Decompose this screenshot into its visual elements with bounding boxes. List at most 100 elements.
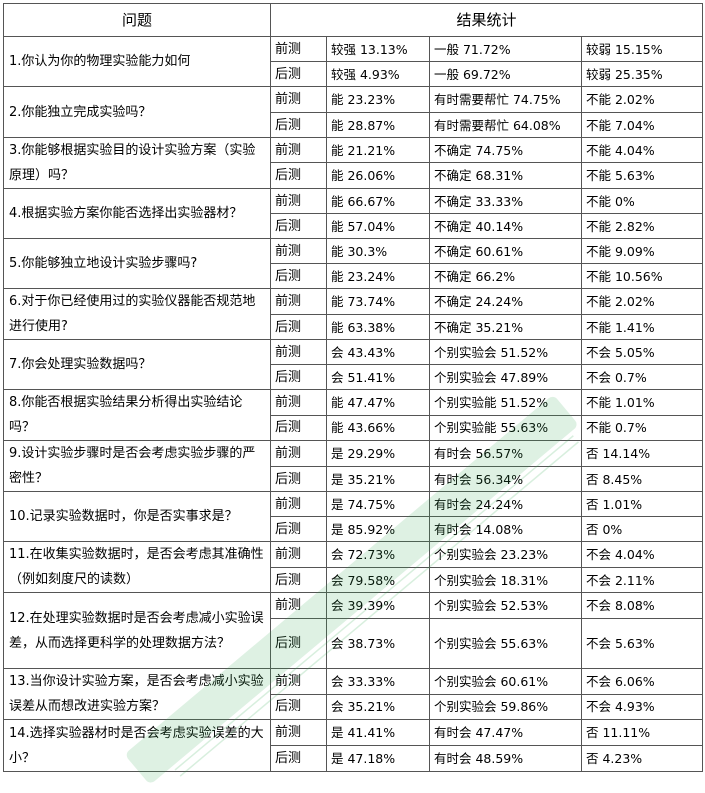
phase-cell: 后测 <box>270 112 327 138</box>
question-cell: 4.根据实验方案你能否选择出实验器材？ <box>3 188 271 239</box>
phase-cell: 前测 <box>270 86 327 113</box>
table-header-row: 问题 结果统计 <box>3 3 704 37</box>
table-row-post: 后测能 57.04% 不确定 40.14% 不能 2.82% <box>4 213 704 239</box>
table-row-pre: 14.选择实验器材时是否会考虑实验误差的大小？ 前测是 41.41% 有时会 47.… <box>3 719 704 772</box>
phase-cell: 前测 <box>270 389 327 416</box>
result-cell-a: 是 85.92% <box>326 516 430 542</box>
result-cell-b: 个别实验会 60.61% <box>429 668 582 695</box>
result-cell-b: 有时会 24.24% <box>429 491 582 517</box>
table-row-pre: 11.在收集实验数据时，是否会考虑其准确性（例如刻度尺的读数） 前测会 72.73… <box>3 541 704 593</box>
question-cell: 9.设计实验步骤时是否会考虑实验步骤的严密性？ <box>3 440 271 492</box>
phase-cell: 后测 <box>270 314 327 340</box>
question-cell: 5.你能够独立地设计实验步骤吗? <box>3 238 271 289</box>
result-cell-a: 能 21.21% <box>326 137 430 163</box>
phase-cell: 后测 <box>270 364 327 390</box>
result-cell-c: 不会 0.7% <box>580 364 704 390</box>
question-cell: 6.对于你已经使用过的实验仪器能否规范地进行使用? <box>3 288 271 340</box>
result-cell-a: 会 51.41% <box>326 364 430 390</box>
result-cell-b: 有时会 14.08% <box>429 516 582 542</box>
phase-cell: 后测 <box>270 618 327 669</box>
result-cell-b: 有时会 56.57% <box>429 440 582 467</box>
result-cell-b: 个别实验能 55.63% <box>429 414 582 441</box>
result-cell-b: 一般 71.72% <box>429 36 582 62</box>
result-cell-a: 较强 13.13% <box>326 36 430 62</box>
result-cell-b: 不确定 66.2% <box>429 263 582 289</box>
table-row-post: 后测能 63.38% 不确定 35.21% 不能 1.41% <box>4 314 704 340</box>
question-cell: 7.你会处理实验数据吗？ <box>3 339 271 390</box>
result-cell-a: 能 57.04% <box>326 213 430 239</box>
result-cell-a: 会 33.33% <box>326 668 430 695</box>
result-cell-b: 有时需要帮忙 64.08% <box>429 112 582 138</box>
result-cell-c: 不能 10.56% <box>580 263 704 289</box>
result-cell-a: 较强 4.93% <box>326 61 430 87</box>
result-cell-c: 不能 1.41% <box>580 314 704 340</box>
table-row-pre: 13.当你设计实验方案，是否会考虑减小实验误差从而想改进实验方案？ 前测会 33.… <box>3 668 704 720</box>
result-cell-a: 会 35.21% <box>326 693 430 720</box>
result-cell-a: 会 79.58% <box>326 567 430 593</box>
table-row-pre: 3.你能够根据实验目的设计实验方案（实验原理）吗？ 前测能 21.21% 不确定 7… <box>3 137 704 189</box>
result-cell-c: 不会 6.06% <box>580 668 704 695</box>
result-cell-b: 个别实验会 52.53% <box>429 592 582 619</box>
phase-cell: 前测 <box>270 440 327 467</box>
result-cell-a: 能 63.38% <box>326 314 430 340</box>
table-row-pre: 7.你会处理实验数据吗？ 前测会 43.43% 个别实验会 51.52% 不会 5.0… <box>3 339 704 390</box>
result-cell-a: 是 47.18% <box>326 745 430 772</box>
phase-cell: 后测 <box>270 263 327 289</box>
result-cell-c: 不会 8.08% <box>580 592 704 619</box>
phase-cell: 后测 <box>270 213 327 239</box>
result-cell-b: 不确定 74.75% <box>429 137 582 163</box>
survey-results-table: 问题 结果统计 1.你认为你的物理实验能力如何 前测 较强 13.13% 一般 71.… <box>3 3 704 772</box>
phase-cell: 后测 <box>270 567 327 593</box>
phase-cell: 前测 <box>270 137 327 163</box>
table-row-post: 后测能 23.24% 不确定 66.2% 不能 10.56% <box>4 263 704 289</box>
table-row-post: 后测会 51.41% 个别实验会 47.89% 不会 0.7% <box>4 364 704 390</box>
result-cell-a: 是 74.75% <box>326 491 430 517</box>
question-cell: 13.当你设计实验方案，是否会考虑减小实验误差从而想改进实验方案？ <box>3 668 271 720</box>
table-row-post: 后测 较强 4.93% 一般 69.72% 较弱 25.35% <box>4 61 704 87</box>
table-row-post: 后测能 28.87% 有时需要帮忙 64.08% 不能 7.04% <box>4 112 704 138</box>
phase-cell: 后测 <box>270 414 327 441</box>
question-cell: 8.你能否根据实验结果分析得出实验结论吗？ <box>3 389 271 441</box>
result-cell-b: 一般 69.72% <box>429 61 582 87</box>
result-cell-c: 否 8.45% <box>580 466 704 492</box>
result-cell-b: 个别实验会 23.23% <box>429 541 582 568</box>
phase-cell: 前测 <box>270 238 327 264</box>
result-cell-b: 个别实验能 51.52% <box>429 389 582 416</box>
question-cell: 3.你能够根据实验目的设计实验方案（实验原理）吗？ <box>3 137 271 189</box>
result-cell-c: 否 11.11% <box>580 719 704 746</box>
phase-cell: 前测 <box>270 668 327 695</box>
table-row-pre: 10.记录实验数据时，你是否实事求是？ 前测是 74.75% 有时会 24.24% 否… <box>3 491 704 542</box>
result-cell-b: 不确定 35.21% <box>429 314 582 340</box>
result-cell-c: 不能 0.7% <box>580 414 704 441</box>
result-cell-c: 不能 2.82% <box>580 213 704 239</box>
table-row-post: 后测会 35.21% 个别实验会 59.86% 不会 4.93% <box>4 693 704 720</box>
phase-cell: 前测 <box>270 339 327 365</box>
result-cell-b: 不确定 33.33% <box>429 188 582 214</box>
result-cell-c: 否 4.23% <box>580 745 704 772</box>
result-cell-b: 有时需要帮忙 74.75% <box>429 86 582 113</box>
table-row-pre: 1.你认为你的物理实验能力如何 前测 较强 13.13% 一般 71.72% 较弱 15… <box>3 36 704 87</box>
question-cell: 10.记录实验数据时，你是否实事求是？ <box>3 491 271 542</box>
phase-cell: 前测 <box>270 188 327 214</box>
result-cell-a: 能 47.47% <box>326 389 430 416</box>
result-cell-a: 能 73.74% <box>326 288 430 315</box>
table-body: 1.你认为你的物理实验能力如何 前测 较强 13.13% 一般 71.72% 较弱 15… <box>3 36 704 772</box>
table-row-pre: 9.设计实验步骤时是否会考虑实验步骤的严密性？ 前测是 29.29% 有时会 56.… <box>3 440 704 492</box>
table-row-post: 后测能 43.66% 个别实验能 55.63% 不能 0.7% <box>4 414 704 441</box>
result-cell-c: 否 14.14% <box>580 440 704 467</box>
result-cell-c: 不能 9.09% <box>580 238 704 264</box>
phase-cell: 后测 <box>270 61 327 87</box>
table-row-post: 后测能 26.06% 不确定 68.31% 不能 5.63% <box>4 162 704 189</box>
result-cell-a: 能 23.23% <box>326 86 430 113</box>
table-row-pre: 5.你能够独立地设计实验步骤吗? 前测能 30.3% 不确定 60.61% 不能 9.… <box>3 238 704 289</box>
phase-cell: 后测 <box>270 516 327 542</box>
result-cell-c: 较弱 25.35% <box>580 61 704 87</box>
phase-cell: 后测 <box>270 693 327 720</box>
result-cell-a: 能 23.24% <box>326 263 430 289</box>
result-cell-c: 不能 7.04% <box>580 112 704 138</box>
result-cell-a: 会 43.43% <box>326 339 430 365</box>
result-cell-a: 能 28.87% <box>326 112 430 138</box>
survey-table-container: 问题 结果统计 1.你认为你的物理实验能力如何 前测 较强 13.13% 一般 71.… <box>3 3 704 772</box>
phase-cell: 前测 <box>270 288 327 315</box>
result-cell-c: 不会 4.93% <box>580 693 704 720</box>
